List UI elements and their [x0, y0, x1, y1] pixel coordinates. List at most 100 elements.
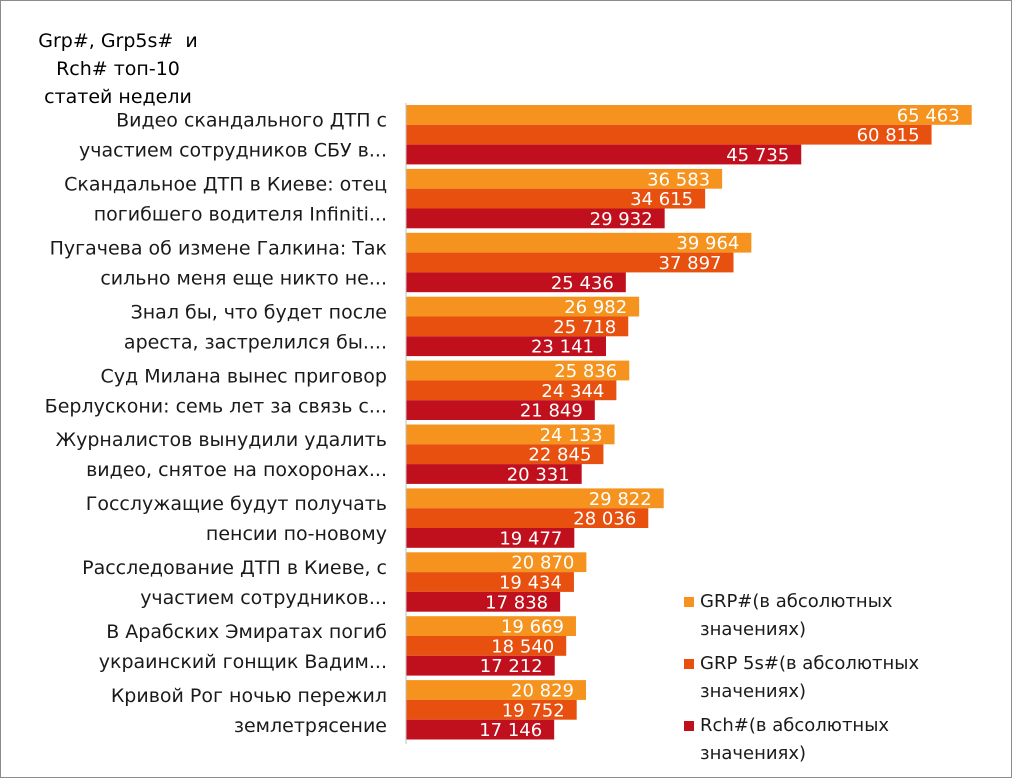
bar	[406, 680, 586, 700]
bar	[406, 444, 604, 465]
category-label: Журналистов вынудили удалить	[56, 429, 387, 451]
category-label: Берлускони: семь лет за связь с...	[45, 395, 387, 417]
data-label: 20 870	[511, 553, 574, 574]
data-label: 24 133	[540, 425, 603, 446]
bar	[406, 272, 626, 293]
chart-title-line: Rch# топ-10	[56, 58, 180, 80]
data-label: 25 718	[553, 317, 616, 338]
chart-title: Grp#, Grp5s# и Rch# топ-10 статей недели	[23, 27, 213, 111]
data-label: 25 836	[554, 361, 617, 382]
bar	[406, 464, 582, 484]
data-label: 19 669	[501, 617, 564, 638]
data-label: 39 964	[676, 233, 739, 254]
legend-item-rch: Rch#(в абсолютных значениях)	[684, 712, 984, 768]
bar	[406, 316, 629, 337]
category-label: украинский гонщик Вадим...	[99, 651, 387, 673]
category-label: Суд Милана вынес приговор	[101, 365, 387, 387]
chart-title-line: Grp#, Grp5s# и	[38, 30, 198, 52]
bar	[406, 424, 615, 445]
category-label: сильно меня еще никто не...	[100, 268, 387, 290]
category-label: Расследование ДТП в Киеве, с	[82, 557, 387, 579]
data-label: 34 615	[630, 189, 693, 210]
bar	[406, 488, 664, 509]
bar	[406, 572, 574, 592]
bar	[406, 591, 561, 612]
category-label: погибшего водителя Infiniti...	[94, 204, 387, 226]
category-label: землетрясение	[234, 715, 387, 737]
legend-swatch-rch	[684, 721, 694, 731]
bar	[406, 232, 752, 253]
category-label: пенсии по-новому	[206, 523, 387, 545]
legend-label: GRP#(в абсолютных	[700, 591, 893, 612]
chart-title-line: статей недели	[44, 86, 192, 108]
data-label: 24 344	[541, 381, 604, 402]
category-label: Пугачева об измене Галкина: Так	[50, 238, 387, 260]
data-label: 17 212	[480, 656, 543, 677]
data-label: 17 146	[479, 720, 542, 741]
data-label: 45 735	[726, 145, 789, 166]
data-label: 23 141	[531, 337, 594, 358]
category-label: В Арабских Эмиратах погиб	[106, 621, 387, 643]
data-label: 25 436	[551, 273, 614, 294]
data-label: 17 838	[485, 592, 548, 613]
legend-swatch-grp5s	[684, 659, 694, 669]
legend-label: Rch#(в абсолютных	[700, 715, 890, 736]
chart-legend: GRP#(в абсолютных значениях) GRP 5s#(в а…	[684, 588, 984, 774]
data-label: 29 932	[590, 209, 653, 230]
data-label: 28 036	[573, 509, 636, 530]
bar	[406, 528, 575, 548]
data-label: 60 815	[857, 125, 920, 146]
bar	[406, 508, 649, 528]
data-label: 20 331	[507, 465, 570, 486]
category-label: видео, снятое на похоронах...	[86, 459, 387, 481]
data-label: 18 540	[491, 636, 554, 657]
data-label: 22 845	[528, 445, 591, 466]
bar	[406, 208, 665, 229]
category-label: Госслужащие будут получать	[86, 493, 387, 515]
bar	[406, 400, 595, 420]
bar	[406, 336, 606, 357]
bar	[406, 655, 555, 676]
category-label: участием сотрудников СБУ в...	[79, 140, 387, 162]
data-label: 36 583	[647, 169, 710, 190]
legend-swatch-grp	[684, 597, 694, 607]
legend-label: значениях)	[700, 681, 807, 702]
data-label: 19 477	[499, 528, 562, 549]
bar	[406, 380, 617, 401]
legend-label: значениях)	[700, 619, 807, 640]
category-label: Кривой Рог ночью пережил	[111, 685, 387, 707]
category-label: ареста, застрелился бы....	[124, 331, 387, 353]
bar	[406, 144, 802, 165]
data-label: 20 829	[511, 681, 574, 702]
category-label: Скандальное ДТП в Киеве: отец	[64, 174, 387, 196]
data-label: 37 897	[659, 253, 722, 274]
data-label: 21 849	[520, 401, 583, 422]
legend-item-grp5s: GRP 5s#(в абсолютных значениях)	[684, 650, 984, 706]
legend-item-grp: GRP#(в абсолютных значениях)	[684, 588, 984, 644]
bar	[406, 719, 555, 740]
bar	[406, 699, 577, 720]
legend-label: GRP 5s#(в абсолютных	[700, 653, 920, 674]
bar	[406, 636, 567, 656]
bar	[406, 552, 587, 573]
bar	[406, 124, 932, 145]
category-label: Видео скандального ДТП с	[116, 110, 387, 132]
bar	[406, 616, 576, 636]
bar	[406, 188, 706, 209]
data-label: 65 463	[897, 105, 960, 126]
bar	[406, 296, 640, 317]
data-label: 29 822	[589, 489, 652, 510]
category-label: Знал бы, что будет после	[131, 301, 387, 323]
data-label: 26 982	[564, 297, 627, 318]
data-label: 19 752	[502, 700, 565, 721]
bar	[406, 105, 972, 125]
